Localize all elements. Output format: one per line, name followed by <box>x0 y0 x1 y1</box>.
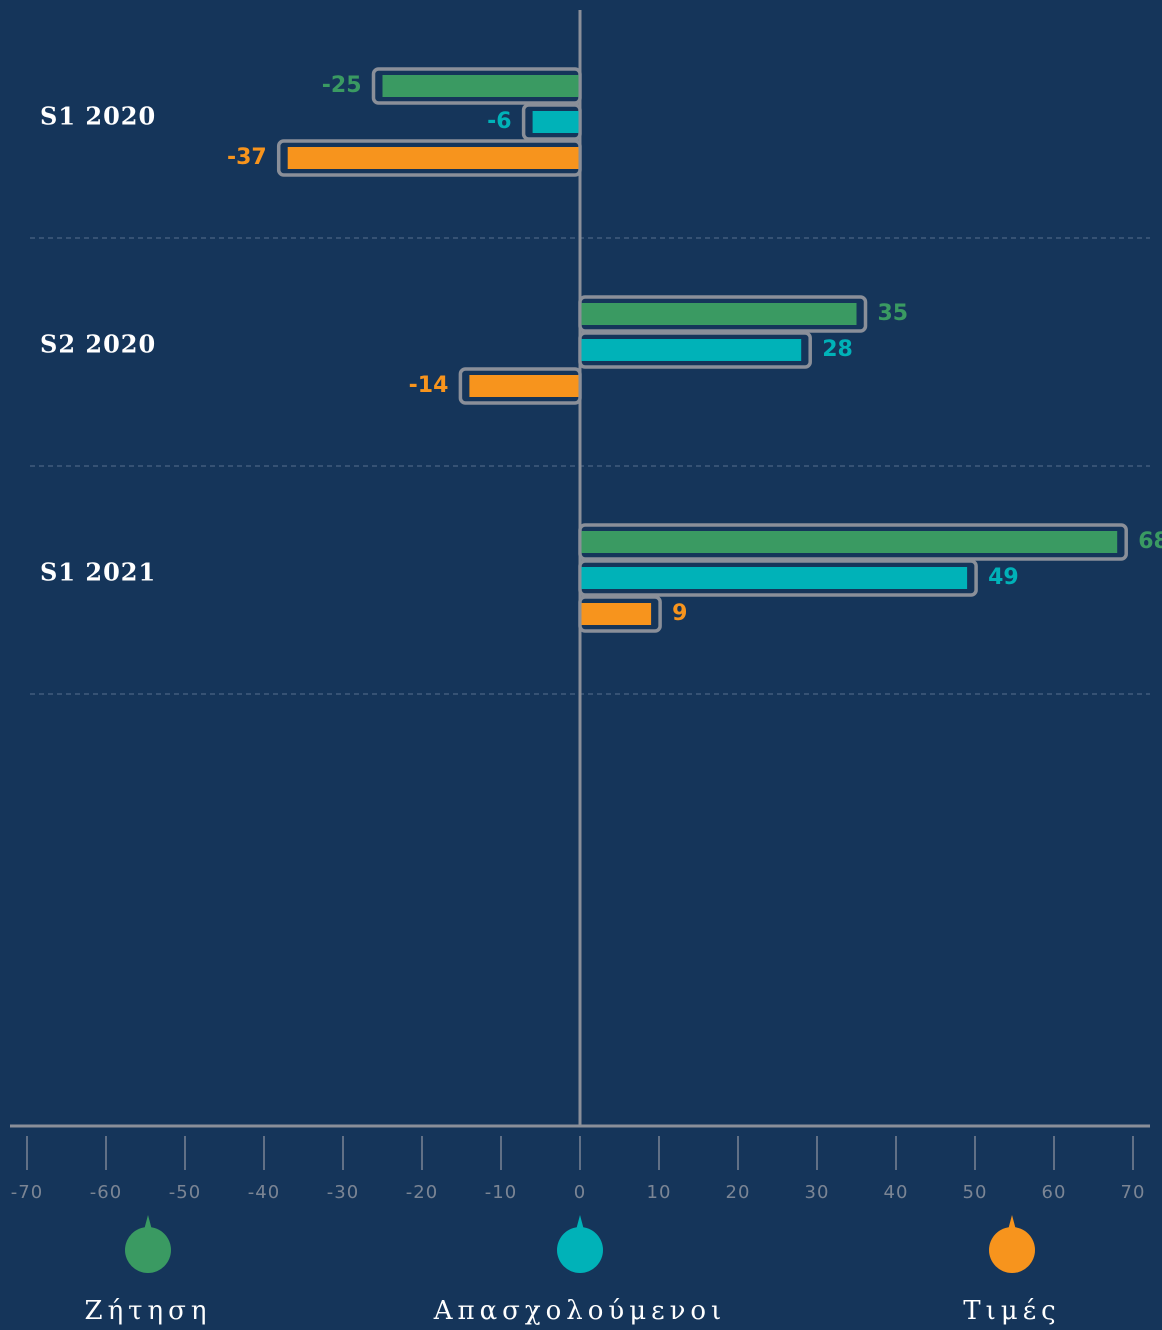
bar <box>580 339 802 361</box>
legend-marker <box>989 1227 1035 1273</box>
x-tick-label: -70 <box>11 1182 43 1203</box>
bar <box>469 375 580 397</box>
x-tick-label: -50 <box>169 1182 201 1203</box>
legend-marker <box>576 1215 584 1230</box>
data-label: 68 <box>1138 529 1162 554</box>
data-label: 28 <box>822 337 853 362</box>
x-tick-label: 10 <box>647 1182 672 1203</box>
bar <box>532 111 580 133</box>
data-label: -14 <box>409 373 449 398</box>
data-label: 49 <box>988 565 1019 590</box>
legend-label: Απασχολούμενοι <box>433 1296 727 1326</box>
x-tick-label: -60 <box>90 1182 122 1203</box>
category-label: S1 2020 <box>40 102 156 131</box>
legend-marker <box>1008 1215 1016 1230</box>
x-tick-label: 40 <box>884 1182 909 1203</box>
x-tick-label: -10 <box>485 1182 517 1203</box>
data-label: 9 <box>672 601 687 626</box>
legend-label: Ζήτηση <box>85 1296 212 1326</box>
category-label: S1 2021 <box>40 558 156 587</box>
bar <box>580 567 968 589</box>
bar <box>580 303 857 325</box>
category-label: S2 2020 <box>40 330 156 359</box>
x-tick-label: 70 <box>1121 1182 1146 1203</box>
bar <box>382 75 580 97</box>
data-label: 35 <box>878 301 909 326</box>
x-tick-label: -30 <box>327 1182 359 1203</box>
bar <box>287 147 580 169</box>
data-label: -6 <box>487 109 511 134</box>
data-label: -37 <box>227 145 267 170</box>
data-label: -25 <box>322 73 362 98</box>
x-tick-label: 20 <box>726 1182 751 1203</box>
x-tick-label: 50 <box>963 1182 988 1203</box>
bar <box>580 603 652 625</box>
x-tick-label: -40 <box>248 1182 280 1203</box>
x-tick-label: 60 <box>1042 1182 1067 1203</box>
legend-label: Τιμές <box>963 1296 1060 1326</box>
x-tick-label: 0 <box>574 1182 586 1203</box>
legend-marker <box>144 1215 152 1230</box>
bar <box>580 531 1118 553</box>
legend-marker <box>125 1227 171 1273</box>
legend-marker <box>557 1227 603 1273</box>
x-tick-label: -20 <box>406 1182 438 1203</box>
x-tick-label: 30 <box>805 1182 830 1203</box>
